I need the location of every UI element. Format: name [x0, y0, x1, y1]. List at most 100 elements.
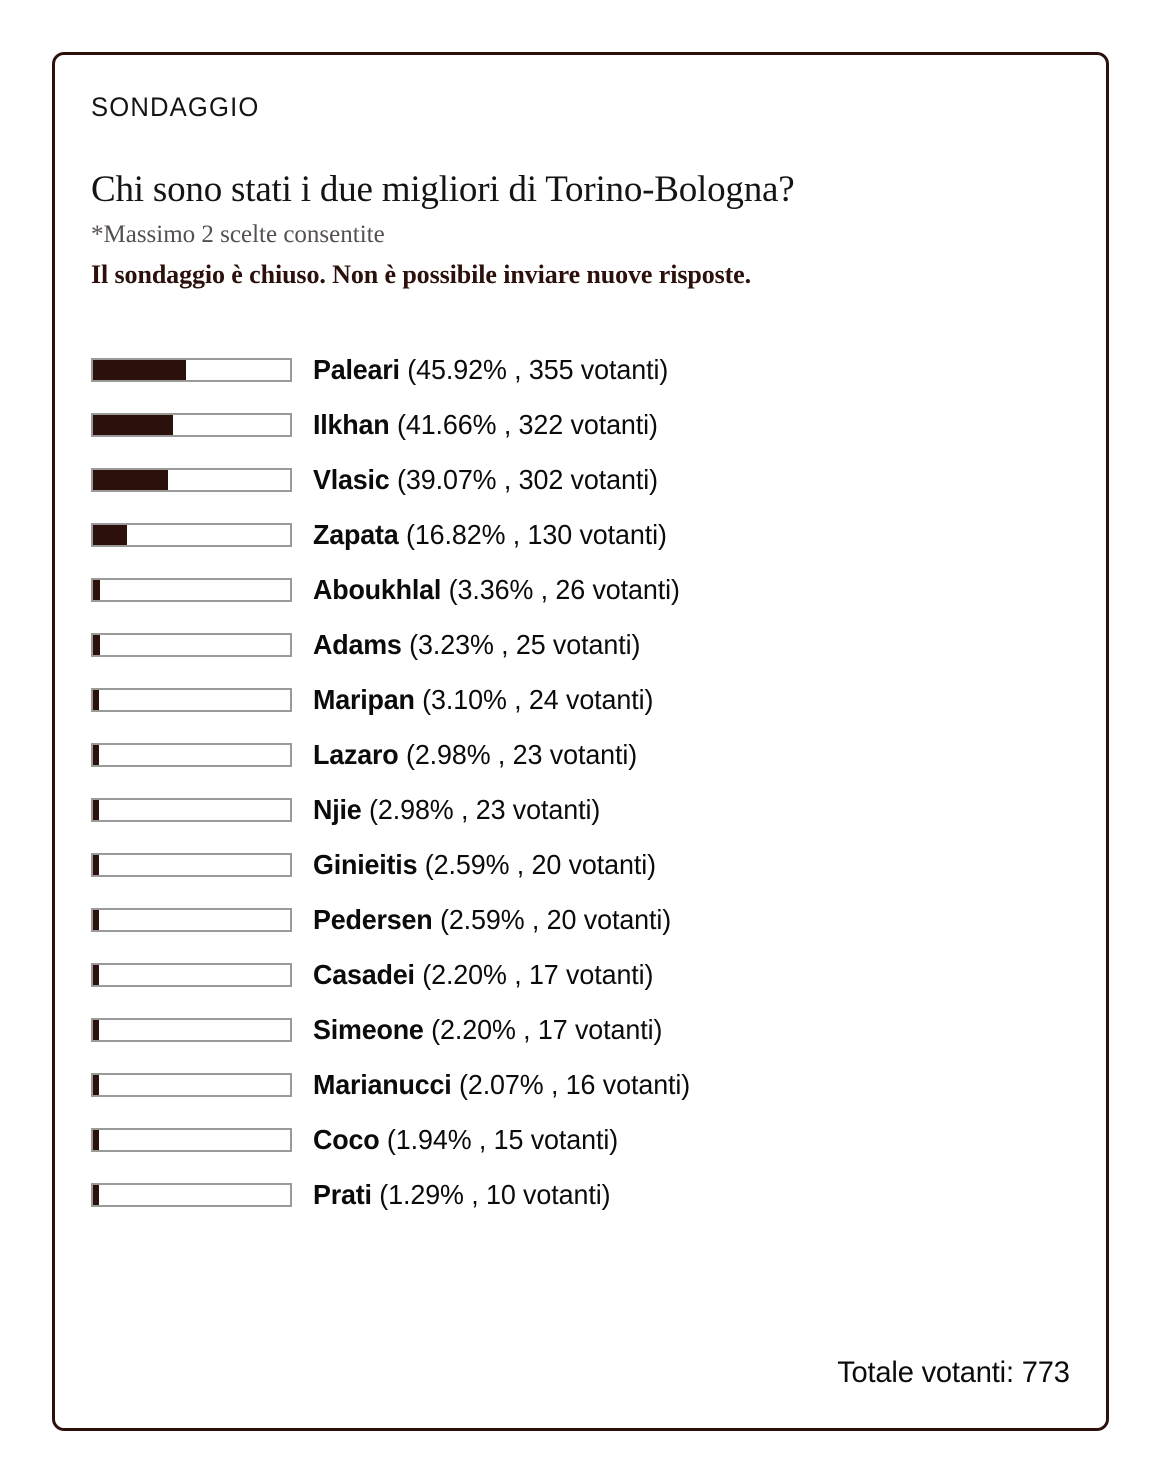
poll-closed-message: Il sondaggio è chiuso. Non è possibile i…: [91, 260, 752, 290]
poll-option-bar-fill: [93, 634, 100, 655]
poll-option-bar-fill: [93, 854, 99, 875]
poll-option-stats: (1.29% , 10 votanti): [379, 1178, 611, 1210]
poll-option-stats: (16.82% , 130 votanti): [405, 518, 667, 550]
poll-option-bar-fill: [93, 1074, 99, 1095]
poll-option-label: Vlasic (39.07% , 302 votanti): [313, 463, 658, 495]
poll-option-row: Maripan (3.10% , 24 votanti): [91, 672, 1070, 727]
poll-option-bar-track: [91, 522, 292, 547]
poll-option-name: Njie: [313, 793, 362, 825]
poll-option-bar-track: [91, 687, 292, 712]
poll-option-bar-track: [91, 1072, 292, 1097]
poll-option-label: Ginieitis (2.59% , 20 votanti): [313, 848, 656, 880]
poll-option-bar-track: [91, 907, 292, 932]
poll-option-stats: (39.07% , 302 votanti): [397, 463, 658, 495]
poll-option-bar-track: [91, 742, 292, 767]
poll-option-row: Pedersen (2.59% , 20 votanti): [91, 892, 1070, 947]
poll-option-name: Pedersen: [313, 903, 433, 935]
poll-option-bar-track: [91, 357, 292, 382]
poll-option-stats: (45.92% , 355 votanti): [407, 353, 669, 385]
poll-option-row: Vlasic (39.07% , 302 votanti): [91, 452, 1070, 507]
poll-option-label: Ilkhan (41.66% , 322 votanti): [313, 408, 658, 440]
poll-option-label: Simeone (2.20% , 17 votanti): [313, 1013, 663, 1045]
poll-option-bar-track: [91, 1127, 292, 1152]
poll-option-row: Casadei (2.20% , 17 votanti): [91, 947, 1070, 1002]
poll-option-stats: (2.59% , 20 votanti): [439, 903, 672, 935]
poll-option-label: Zapata (16.82% , 130 votanti): [313, 518, 667, 550]
poll-option-name: Maripan: [313, 683, 415, 715]
poll-option-label: Coco (1.94% , 15 votanti): [313, 1123, 619, 1155]
poll-option-stats: (3.36% , 26 votanti): [448, 573, 680, 605]
poll-option-stats: (1.94% , 15 votanti): [386, 1123, 619, 1155]
poll-option-row: Coco (1.94% , 15 votanti): [91, 1112, 1070, 1167]
poll-option-bar-track: [91, 467, 292, 492]
poll-option-row: Ilkhan (41.66% , 322 votanti): [91, 397, 1070, 452]
poll-option-name: Paleari: [313, 353, 400, 385]
poll-question: Chi sono stati i due migliori di Torino-…: [91, 168, 795, 210]
poll-option-row: Adams (3.23% , 25 votanti): [91, 617, 1070, 672]
poll-kicker: SONDAGGIO: [91, 92, 260, 122]
poll-option-bar-track: [91, 797, 292, 822]
poll-option-row: Paleari (45.92% , 355 votanti): [91, 342, 1070, 397]
poll-total-voters: Totale votanti: 773: [837, 1356, 1070, 1389]
poll-option-stats: (3.23% , 25 votanti): [409, 628, 641, 660]
poll-option-name: Adams: [313, 628, 402, 660]
poll-option-name: Marianucci: [313, 1068, 452, 1100]
poll-option-bar-fill: [93, 689, 100, 710]
poll-option-label: Maripan (3.10% , 24 votanti): [313, 683, 654, 715]
poll-option-bar-fill: [93, 1129, 99, 1150]
poll-option-bar-track: [91, 962, 292, 987]
poll-option-stats: (2.07% , 16 votanti): [458, 1068, 691, 1100]
poll-option-label: Aboukhlal (3.36% , 26 votanti): [313, 573, 680, 605]
poll-option-stats: (3.10% , 24 votanti): [422, 683, 654, 715]
poll-option-bar-fill: [93, 579, 100, 600]
poll-option-bar-fill: [93, 524, 128, 545]
poll-options-list: Paleari (45.92% , 355 votanti) Ilkhan (41…: [91, 342, 1070, 1222]
poll-option-row: Zapata (16.82% , 130 votanti): [91, 507, 1070, 562]
poll-option-bar-fill: [93, 799, 99, 820]
poll-option-label: Pedersen (2.59% , 20 votanti): [313, 903, 672, 935]
poll-option-bar-fill: [93, 964, 99, 985]
poll-option-label: Adams (3.23% , 25 votanti): [313, 628, 641, 660]
poll-option-label: Casadei (2.20% , 17 votanti): [313, 958, 654, 990]
poll-option-bar-track: [91, 1182, 292, 1207]
poll-option-bar-fill: [93, 469, 168, 490]
poll-option-bar-track: [91, 1017, 292, 1042]
poll-option-name: Coco: [313, 1123, 380, 1155]
poll-option-stats: (2.20% , 17 votanti): [431, 1013, 663, 1045]
poll-option-bar-fill: [93, 744, 99, 765]
poll-option-bar-track: [91, 852, 292, 877]
poll-option-label: Marianucci (2.07% , 16 votanti): [313, 1068, 691, 1100]
poll-option-bar-fill: [93, 359, 186, 380]
poll-option-bar-track: [91, 632, 292, 657]
poll-option-name: Simeone: [313, 1013, 424, 1045]
poll-option-stats: (2.98% , 23 votanti): [369, 793, 601, 825]
poll-card: SONDAGGIO Chi sono stati i due migliori …: [52, 52, 1109, 1431]
poll-option-bar-fill: [93, 1019, 99, 1040]
poll-option-row: Ginieitis (2.59% , 20 votanti): [91, 837, 1070, 892]
poll-option-name: Prati: [313, 1178, 372, 1210]
poll-option-row: Lazaro (2.98% , 23 votanti): [91, 727, 1070, 782]
poll-option-bar-fill: [93, 414, 173, 435]
poll-max-choices-note: *Massimo 2 scelte consentite: [91, 221, 385, 249]
poll-option-stats: (41.66% , 322 votanti): [397, 408, 658, 440]
poll-option-name: Ilkhan: [313, 408, 390, 440]
poll-option-label: Prati (1.29% , 10 votanti): [313, 1178, 611, 1210]
poll-option-name: Casadei: [313, 958, 415, 990]
poll-option-row: Prati (1.29% , 10 votanti): [91, 1167, 1070, 1222]
poll-option-row: Aboukhlal (3.36% , 26 votanti): [91, 562, 1070, 617]
poll-option-name: Ginieitis: [313, 848, 418, 880]
poll-option-row: Simeone (2.20% , 17 votanti): [91, 1002, 1070, 1057]
poll-option-label: Njie (2.98% , 23 votanti): [313, 793, 601, 825]
poll-option-name: Aboukhlal: [313, 573, 442, 605]
poll-option-stats: (2.20% , 17 votanti): [422, 958, 654, 990]
poll-option-stats: (2.59% , 20 votanti): [424, 848, 656, 880]
poll-option-label: Paleari (45.92% , 355 votanti): [313, 353, 669, 385]
poll-option-bar-track: [91, 577, 292, 602]
poll-option-bar-track: [91, 412, 292, 437]
poll-option-row: Njie (2.98% , 23 votanti): [91, 782, 1070, 837]
poll-option-label: Lazaro (2.98% , 23 votanti): [313, 738, 637, 770]
poll-option-name: Zapata: [313, 518, 399, 550]
poll-option-row: Marianucci (2.07% , 16 votanti): [91, 1057, 1070, 1112]
poll-option-name: Lazaro: [313, 738, 399, 770]
poll-option-bar-fill: [93, 909, 99, 930]
